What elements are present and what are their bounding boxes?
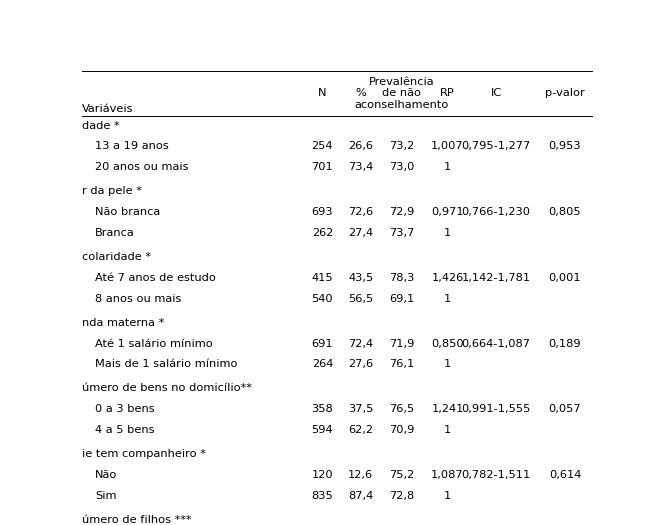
Text: 72,8: 72,8 bbox=[389, 491, 415, 501]
Text: 835: 835 bbox=[312, 491, 333, 501]
Text: 0,782-1,511: 0,782-1,511 bbox=[461, 470, 530, 480]
Text: Mais de 1 salário mínimo: Mais de 1 salário mínimo bbox=[95, 360, 238, 370]
Text: Não: Não bbox=[95, 470, 117, 480]
Text: dade *: dade * bbox=[82, 121, 120, 131]
Text: N: N bbox=[318, 88, 327, 98]
Text: 0,805: 0,805 bbox=[549, 207, 581, 217]
Text: r da pele *: r da pele * bbox=[82, 186, 142, 196]
Text: 13 a 19 anos: 13 a 19 anos bbox=[95, 141, 169, 152]
Text: 87,4: 87,4 bbox=[348, 491, 374, 501]
Text: 78,3: 78,3 bbox=[389, 273, 415, 283]
Text: 1: 1 bbox=[444, 491, 451, 501]
Text: 0,614: 0,614 bbox=[549, 470, 581, 480]
Text: 62,2: 62,2 bbox=[348, 425, 373, 435]
Text: 72,6: 72,6 bbox=[348, 207, 373, 217]
Text: 262: 262 bbox=[312, 228, 333, 238]
Text: 254: 254 bbox=[312, 141, 333, 152]
Text: 27,6: 27,6 bbox=[348, 360, 373, 370]
Text: 0,057: 0,057 bbox=[549, 404, 581, 414]
Text: 1,007: 1,007 bbox=[431, 141, 464, 152]
Text: 1: 1 bbox=[444, 228, 451, 238]
Text: 0,766-1,230: 0,766-1,230 bbox=[461, 207, 530, 217]
Text: IC: IC bbox=[490, 88, 501, 98]
Text: 693: 693 bbox=[312, 207, 333, 217]
Text: 264: 264 bbox=[312, 360, 333, 370]
Text: Até 1 salário mínimo: Até 1 salário mínimo bbox=[95, 339, 213, 349]
Text: 20 anos ou mais: 20 anos ou mais bbox=[95, 162, 188, 172]
Text: 4 a 5 bens: 4 a 5 bens bbox=[95, 425, 155, 435]
Text: 71,9: 71,9 bbox=[389, 339, 415, 349]
Text: 415: 415 bbox=[312, 273, 333, 283]
Text: 0,189: 0,189 bbox=[549, 339, 581, 349]
Text: colaridade *: colaridade * bbox=[82, 252, 152, 262]
Text: 56,5: 56,5 bbox=[348, 293, 374, 303]
Text: 73,7: 73,7 bbox=[389, 228, 415, 238]
Text: Sim: Sim bbox=[95, 491, 117, 501]
Text: Branca: Branca bbox=[95, 228, 135, 238]
Text: 26,6: 26,6 bbox=[348, 141, 373, 152]
Text: 1,241: 1,241 bbox=[432, 404, 464, 414]
Text: 73,0: 73,0 bbox=[389, 162, 415, 172]
Text: nda materna *: nda materna * bbox=[82, 318, 165, 328]
Text: 0,971: 0,971 bbox=[431, 207, 464, 217]
Text: p-valor: p-valor bbox=[545, 88, 585, 98]
Text: 0,953: 0,953 bbox=[549, 141, 581, 152]
Text: Variáveis: Variáveis bbox=[82, 103, 134, 113]
Text: 540: 540 bbox=[312, 293, 333, 303]
Text: 0 a 3 bens: 0 a 3 bens bbox=[95, 404, 155, 414]
Text: 1: 1 bbox=[444, 293, 451, 303]
Text: ie tem companheiro *: ie tem companheiro * bbox=[82, 449, 206, 459]
Text: 0,850: 0,850 bbox=[431, 339, 464, 349]
Text: RP: RP bbox=[440, 88, 455, 98]
Text: 69,1: 69,1 bbox=[389, 293, 415, 303]
Text: 1,142-1,781: 1,142-1,781 bbox=[461, 273, 530, 283]
Text: 1: 1 bbox=[444, 162, 451, 172]
Text: úmero de bens no domicílio**: úmero de bens no domicílio** bbox=[82, 383, 252, 393]
Text: 8 anos ou mais: 8 anos ou mais bbox=[95, 293, 181, 303]
Text: úmero de filhos ***: úmero de filhos *** bbox=[82, 515, 192, 525]
Text: 12,6: 12,6 bbox=[348, 470, 373, 480]
Text: 73,2: 73,2 bbox=[389, 141, 415, 152]
Text: 0,001: 0,001 bbox=[549, 273, 581, 283]
Text: 43,5: 43,5 bbox=[348, 273, 374, 283]
Text: 358: 358 bbox=[312, 404, 333, 414]
Text: 594: 594 bbox=[312, 425, 333, 435]
Text: 72,4: 72,4 bbox=[348, 339, 373, 349]
Text: 73,4: 73,4 bbox=[348, 162, 374, 172]
Text: 120: 120 bbox=[312, 470, 333, 480]
Text: %: % bbox=[355, 88, 366, 98]
Text: Prevalência
de não
aconselhamento: Prevalência de não aconselhamento bbox=[355, 77, 449, 110]
Text: 691: 691 bbox=[312, 339, 333, 349]
Text: 76,1: 76,1 bbox=[389, 360, 415, 370]
Text: 1: 1 bbox=[444, 360, 451, 370]
Text: 0,795-1,277: 0,795-1,277 bbox=[461, 141, 530, 152]
Text: 70,9: 70,9 bbox=[389, 425, 415, 435]
Text: 75,2: 75,2 bbox=[389, 470, 415, 480]
Text: 0,991-1,555: 0,991-1,555 bbox=[461, 404, 530, 414]
Text: 0,664-1,087: 0,664-1,087 bbox=[461, 339, 530, 349]
Text: 76,5: 76,5 bbox=[389, 404, 415, 414]
Text: 1,426: 1,426 bbox=[432, 273, 464, 283]
Text: Até 7 anos de estudo: Até 7 anos de estudo bbox=[95, 273, 216, 283]
Text: 701: 701 bbox=[312, 162, 333, 172]
Text: Não branca: Não branca bbox=[95, 207, 160, 217]
Text: 72,9: 72,9 bbox=[389, 207, 415, 217]
Text: 1: 1 bbox=[444, 425, 451, 435]
Text: 27,4: 27,4 bbox=[348, 228, 373, 238]
Text: 1,087: 1,087 bbox=[431, 470, 464, 480]
Text: 37,5: 37,5 bbox=[348, 404, 374, 414]
